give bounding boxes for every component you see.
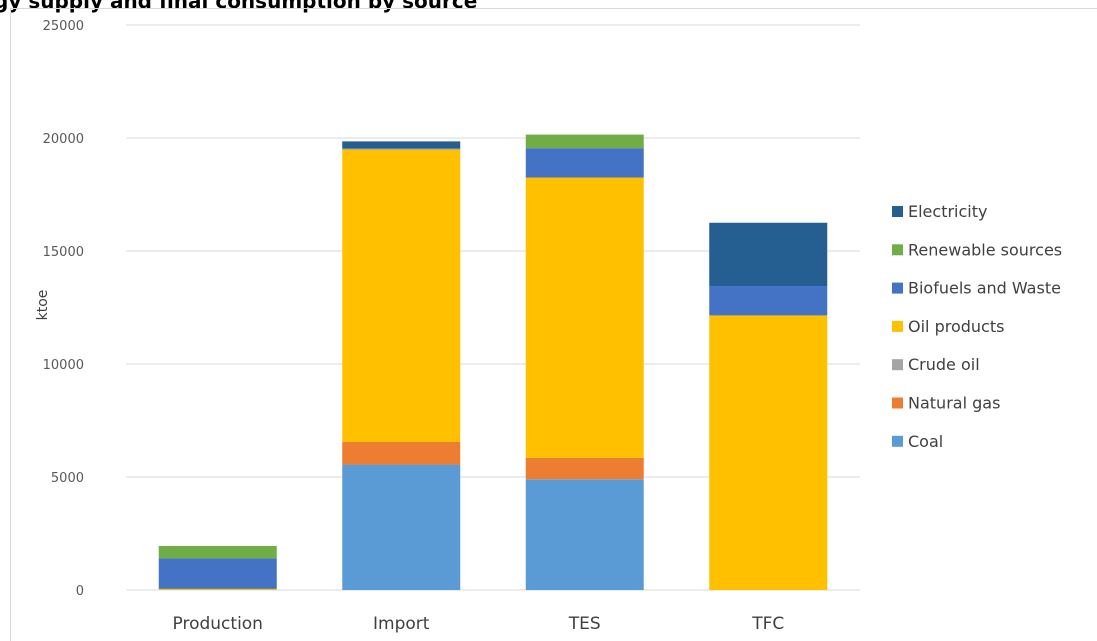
bar-segment-biofuels-and-waste xyxy=(709,286,828,316)
x-tick-label: TFC xyxy=(751,614,784,634)
legend-swatch xyxy=(892,206,903,217)
chart-border-left xyxy=(10,8,11,641)
bar-segment-biofuels-and-waste xyxy=(342,148,461,150)
chart-title: gy supply and final consumption by sourc… xyxy=(0,0,478,13)
bar-segment-coal xyxy=(525,479,644,590)
x-tick-label: Import xyxy=(373,614,430,634)
chart-border-top xyxy=(10,8,1097,9)
legend-label: Coal xyxy=(908,432,943,451)
y-tick-label: 20000 xyxy=(43,132,84,147)
y-tick-label: 0 xyxy=(76,584,84,599)
x-axis-ticks: Production Import TES TFC xyxy=(173,614,785,634)
x-tick-label: Production xyxy=(173,614,263,634)
bar-segment-coal xyxy=(342,464,461,590)
bar-segment-renewable-sources xyxy=(158,545,277,559)
legend-label: Renewable sources xyxy=(908,240,1062,259)
bar-segment-biofuels-and-waste xyxy=(158,558,277,589)
legend-swatch xyxy=(892,359,903,371)
bars xyxy=(158,134,828,590)
legend-label: Electricity xyxy=(908,202,987,221)
legend: Electricity Renewable sources Biofuels and… xyxy=(892,202,1062,451)
bar-segment-electricity xyxy=(709,222,828,287)
legend-label: Crude oil xyxy=(908,355,980,374)
legend-swatch xyxy=(892,244,903,256)
bar-segment-oil-products xyxy=(525,177,644,458)
legend-swatch xyxy=(892,397,903,409)
bar-segment-oil-products xyxy=(709,315,828,590)
y-tick-label: 15000 xyxy=(43,245,84,260)
y-axis-ticks: 0 5000 10000 15000 20000 25000 xyxy=(43,19,84,599)
legend-label: Natural gas xyxy=(908,394,1000,413)
y-tick-label: 25000 xyxy=(43,19,84,34)
bar-segment-natural-gas xyxy=(342,441,461,465)
legend-swatch xyxy=(892,320,903,332)
bar-segment-oil-products xyxy=(158,588,277,590)
y-tick-label: 10000 xyxy=(43,358,84,373)
bar-segment-natural-gas xyxy=(525,457,644,480)
legend-swatch xyxy=(892,435,903,447)
bar-segment-biofuels-and-waste xyxy=(525,148,644,178)
legend-label: Oil products xyxy=(908,317,1004,336)
y-axis-title: ktoe xyxy=(35,290,51,321)
bar-segment-renewable-sources xyxy=(525,134,644,149)
legend-label: Biofuels and Waste xyxy=(908,279,1061,298)
bar-segment-electricity xyxy=(342,141,461,149)
y-tick-label: 5000 xyxy=(51,471,84,486)
bar-segment-oil-products xyxy=(342,149,461,442)
legend-swatch xyxy=(892,282,903,294)
x-tick-label: TES xyxy=(568,614,601,634)
